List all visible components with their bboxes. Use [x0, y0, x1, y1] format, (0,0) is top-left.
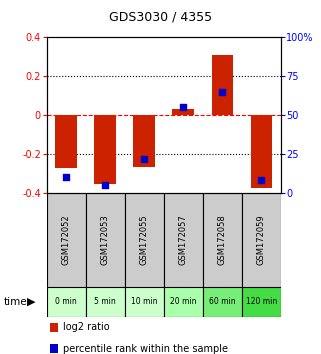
- Bar: [203, 193, 242, 287]
- Bar: [172, 109, 194, 115]
- Bar: [55, 115, 77, 168]
- Text: 20 min: 20 min: [170, 297, 196, 306]
- Bar: [125, 287, 164, 317]
- Bar: [47, 193, 86, 287]
- Point: [220, 89, 225, 95]
- Point: [142, 156, 147, 161]
- Bar: [134, 115, 155, 167]
- Bar: [164, 287, 203, 317]
- Bar: [203, 287, 242, 317]
- Point: [181, 104, 186, 110]
- Text: GSM172059: GSM172059: [257, 215, 266, 265]
- Bar: [86, 193, 125, 287]
- Point: [64, 175, 69, 180]
- Bar: [47, 287, 86, 317]
- Bar: [242, 287, 281, 317]
- Bar: [86, 287, 125, 317]
- Text: ▶: ▶: [27, 297, 36, 307]
- Text: 10 min: 10 min: [131, 297, 157, 306]
- Text: GDS3030 / 4355: GDS3030 / 4355: [109, 11, 212, 24]
- Point: [259, 178, 264, 183]
- Text: GSM172052: GSM172052: [62, 215, 71, 265]
- Text: time: time: [3, 297, 27, 307]
- Text: GSM172058: GSM172058: [218, 215, 227, 265]
- Bar: [251, 115, 272, 188]
- Text: percentile rank within the sample: percentile rank within the sample: [63, 344, 228, 354]
- Bar: [242, 193, 281, 287]
- Point: [102, 182, 108, 188]
- Bar: [94, 115, 116, 184]
- Text: 0 min: 0 min: [55, 297, 77, 306]
- Bar: [212, 55, 233, 115]
- Text: 5 min: 5 min: [94, 297, 116, 306]
- Text: GSM172053: GSM172053: [100, 215, 110, 265]
- Text: log2 ratio: log2 ratio: [63, 322, 109, 332]
- Text: GSM172057: GSM172057: [179, 215, 188, 265]
- Text: 60 min: 60 min: [209, 297, 236, 306]
- Text: GSM172055: GSM172055: [140, 215, 149, 265]
- Text: 120 min: 120 min: [246, 297, 277, 306]
- Bar: [164, 193, 203, 287]
- Bar: [125, 193, 164, 287]
